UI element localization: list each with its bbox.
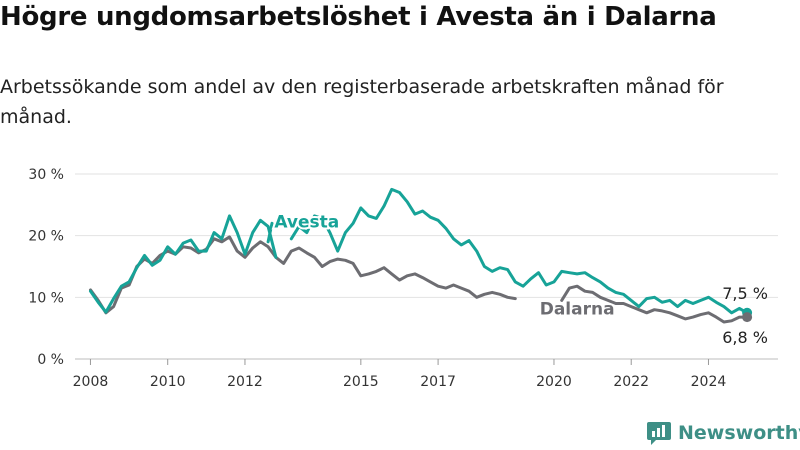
x-tick-label: 2020 <box>536 374 572 390</box>
x-tick-label: 2024 <box>691 374 727 390</box>
series-label-dalarna: Dalarna <box>540 300 615 320</box>
y-axis: 0 % 10 % 20 % 30 % <box>28 167 64 368</box>
x-tick-label: 2022 <box>613 374 649 390</box>
series-lines <box>89 187 753 324</box>
x-tick-label: 2010 <box>150 374 186 390</box>
bar-chart-icon <box>647 422 671 445</box>
series-line-avesta <box>89 214 278 314</box>
end-label-avesta: 7,5 % <box>722 284 768 303</box>
y-tick-label: 0 % <box>37 352 64 368</box>
y-tick-label: 20 % <box>28 229 64 245</box>
x-tick-label: 2015 <box>343 374 379 390</box>
y-tick-label: 30 % <box>28 167 64 183</box>
series-labels: 7,5 % 6,8 % Avesta Dalarna <box>272 211 768 347</box>
chart-title: Högre ungdomsarbetslöshet i Avesta än i … <box>0 2 717 32</box>
end-label-dalarna: 6,8 % <box>722 328 768 347</box>
end-marker-dalarna <box>742 312 753 323</box>
newsworthy-logo: Newsworthy <box>646 420 800 446</box>
series-line-avesta <box>289 187 749 315</box>
series-line-avesta <box>266 221 274 244</box>
series-line-dalarna <box>89 235 517 315</box>
grid-lines <box>75 173 778 360</box>
x-tick-label: 2017 <box>420 374 456 390</box>
chart-subtitle: Arbetssökande som andel av den registerb… <box>0 76 724 128</box>
x-tick-label: 2008 <box>73 374 109 390</box>
y-tick-label: 10 % <box>28 290 64 306</box>
logo-text: Newsworthy <box>678 422 800 444</box>
x-axis: 2008 2010 2012 2015 2017 2020 2022 2024 <box>73 359 727 390</box>
x-tick-label: 2012 <box>227 374 263 390</box>
series-line-dalarna <box>560 284 749 324</box>
series-label-avesta: Avesta <box>274 213 339 233</box>
